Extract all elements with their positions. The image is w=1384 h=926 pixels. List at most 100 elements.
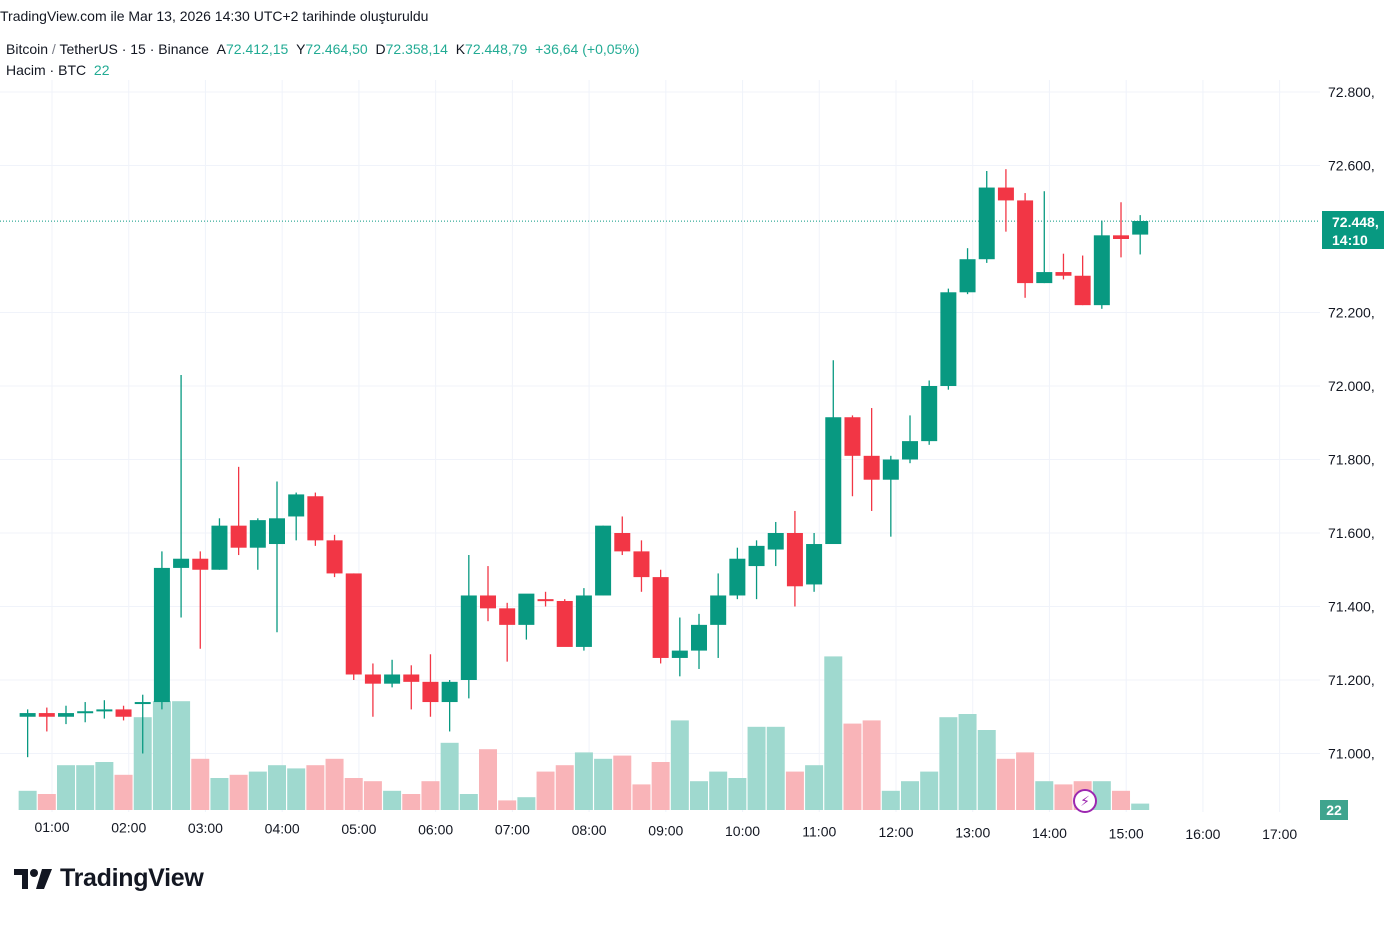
last-price-tag: 72.448, 14:10 (1322, 211, 1384, 249)
y-tick-label: 71.800, (1328, 452, 1375, 468)
symbol-base[interactable]: Bitcoin (6, 41, 49, 57)
volume-bar (805, 765, 824, 810)
candle (652, 569, 669, 664)
lightning-bolt-icon[interactable]: ⚡ (1073, 789, 1097, 813)
candle (921, 380, 938, 445)
y-tick-label: 71.200, (1328, 672, 1375, 688)
volume-label[interactable]: Hacim · BTC (6, 62, 87, 78)
volume-legend: Hacim · BTC 22 (6, 62, 109, 78)
candle (134, 694, 151, 754)
candle (480, 566, 497, 622)
x-tick-label: 13:00 (955, 824, 990, 840)
candle (575, 588, 592, 651)
volume-bar (977, 730, 996, 810)
volume-bar (402, 794, 421, 810)
volume-bar (555, 765, 574, 810)
x-tick-label: 02:00 (111, 819, 146, 835)
volume-bar (901, 781, 920, 810)
volume-bar (881, 790, 900, 810)
volume-bar (229, 774, 248, 810)
candle (173, 374, 190, 618)
candle (1017, 193, 1034, 298)
candle (326, 534, 343, 578)
candle (403, 665, 420, 710)
candle (422, 654, 439, 717)
candle (249, 518, 266, 570)
candle (767, 521, 784, 567)
candle (1055, 253, 1072, 280)
x-tick-label: 01:00 (34, 819, 69, 835)
last-price-value: 72.448, (1332, 214, 1379, 230)
volume-bar (57, 765, 75, 810)
x-tick-label: 12:00 (878, 824, 913, 840)
volume-bar (594, 758, 613, 810)
creation-caption: TradingView.com ile Mar 13, 2026 14:30 U… (0, 8, 429, 24)
y-tick-label: 72.800, (1328, 84, 1375, 100)
chart-grid (0, 80, 1320, 812)
bar-countdown: 14:10 (1332, 232, 1368, 248)
volume-bar (939, 717, 958, 810)
candle (710, 573, 727, 658)
volume-bar (862, 720, 881, 810)
x-tick-label: 04:00 (265, 820, 300, 836)
close-label: K (455, 41, 466, 57)
volume-bar (690, 781, 709, 810)
candle (364, 663, 381, 717)
candle (441, 680, 458, 732)
volume-bar (287, 768, 306, 810)
candle (844, 415, 861, 497)
volume-bar (18, 790, 37, 810)
volume-bar (191, 758, 210, 810)
volume-bar (536, 771, 555, 810)
volume-bar (651, 762, 670, 810)
candle (19, 709, 36, 758)
volume-bar (632, 784, 651, 810)
volume-bar (747, 726, 766, 810)
symbol-quote[interactable]: TetherUS (59, 41, 118, 57)
volume-bar (421, 781, 440, 810)
volume-bar (114, 774, 133, 810)
candle (115, 705, 132, 721)
candle (671, 617, 688, 677)
x-tick-label: 16:00 (1185, 826, 1220, 842)
volume-bar (920, 771, 939, 810)
volume-bar (76, 765, 95, 810)
candle (633, 540, 650, 592)
candle (729, 547, 746, 600)
volume-bar (766, 726, 785, 810)
open-label: A (216, 41, 226, 57)
volume-bar (210, 778, 229, 810)
x-tick-label: 03:00 (188, 820, 223, 836)
y-tick-label: 71.600, (1328, 525, 1375, 541)
x-tick-label: 15:00 (1109, 825, 1144, 841)
candle (748, 540, 765, 600)
candle (691, 613, 708, 669)
volume-bar (459, 794, 478, 810)
volume-bar (824, 656, 843, 810)
low-label: D (375, 41, 386, 57)
volume-bar (517, 797, 536, 810)
candle (192, 551, 209, 649)
x-tick-label: 11:00 (802, 824, 836, 840)
candle (614, 516, 631, 556)
volume-bar (383, 790, 402, 810)
symbol-legend: Bitcoin / TetherUS · 15 · Binance A72.41… (6, 41, 639, 57)
volume-bar (613, 755, 632, 810)
candle (1074, 255, 1091, 306)
volume-bar (498, 800, 517, 810)
volume-bar (440, 742, 459, 810)
logo-text: TradingView (60, 864, 204, 892)
tradingview-logo[interactable]: TradingView (14, 864, 204, 893)
x-tick-label: 14:00 (1032, 825, 1067, 841)
change-value: +36,64 (+0,05%) (535, 41, 640, 57)
candle (902, 415, 919, 464)
candle (1036, 191, 1053, 284)
x-tick-label: 05:00 (341, 821, 376, 837)
candle (345, 573, 362, 680)
candle (460, 555, 477, 699)
candle (997, 169, 1014, 232)
volume-bar (728, 778, 747, 810)
candle (882, 455, 899, 537)
time-axis: 01:00 02:00 03:00 04:00 05:00 06:00 07:00 08:00… (34, 819, 1297, 842)
